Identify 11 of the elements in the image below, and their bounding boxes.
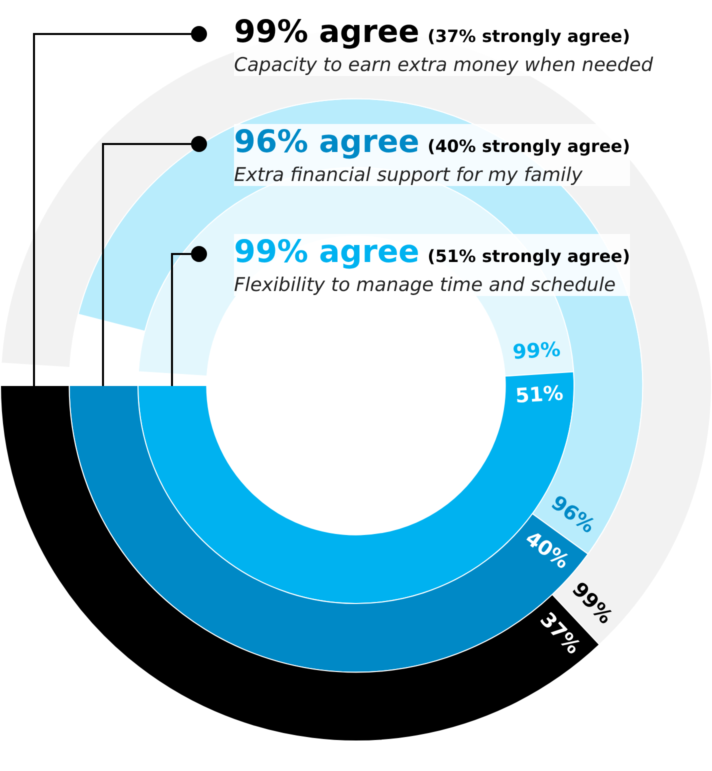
text: (51% strongly agree): [427, 247, 630, 267]
data-label: 51%: [514, 380, 564, 408]
slice-label: Flexibility to manage time and schedule: [234, 274, 617, 296]
slice-label: Extra financial support for my family: [234, 164, 584, 186]
text: 99% agree: [234, 14, 420, 50]
text: 99% agree: [234, 234, 420, 270]
slice-label: Capacity to earn extra money when needed: [234, 54, 654, 76]
text: 96% agree: [234, 124, 420, 160]
text: (40% strongly agree): [427, 137, 630, 157]
text: 99%: [512, 336, 562, 364]
text: (37% strongly agree): [427, 27, 630, 47]
